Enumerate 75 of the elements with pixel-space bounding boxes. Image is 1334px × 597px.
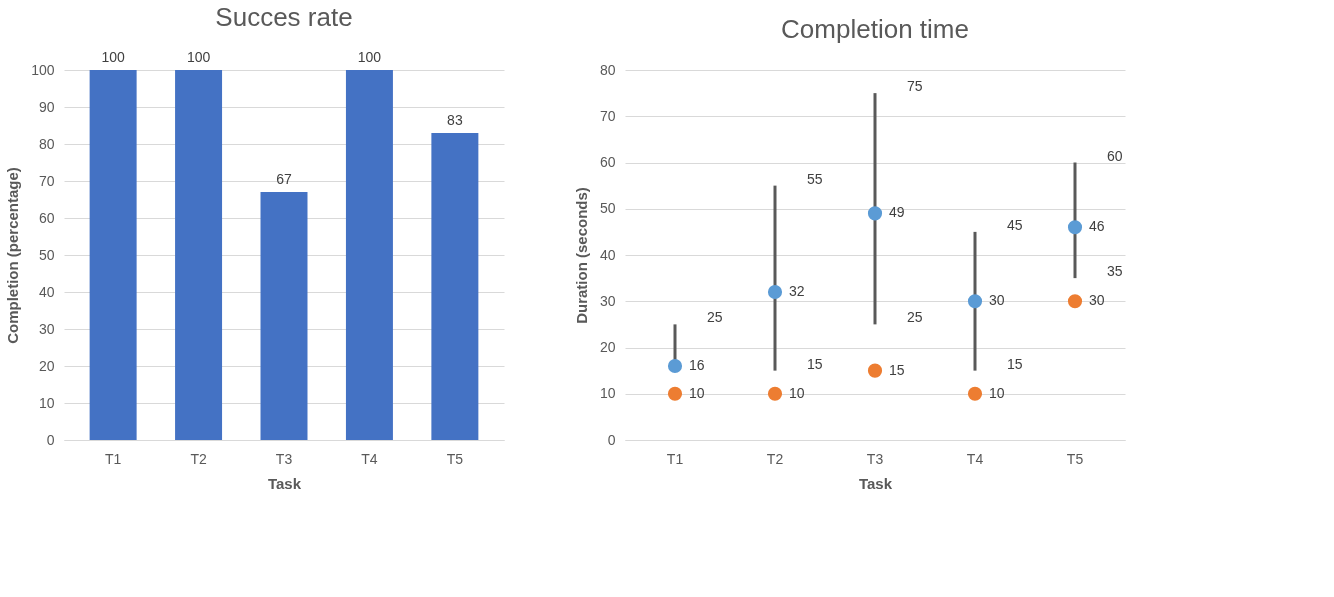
x-tick-label: T2 xyxy=(190,450,207,467)
bar xyxy=(345,70,393,440)
x-tick-label: T4 xyxy=(966,450,984,467)
point xyxy=(667,386,683,401)
data-label: 30 xyxy=(989,292,1005,309)
data-label: 10 xyxy=(789,384,805,401)
point xyxy=(867,206,883,221)
y-tick-label: 10 xyxy=(599,385,616,402)
annotation: 55 xyxy=(807,170,823,187)
y-tick-label: 70 xyxy=(599,107,616,124)
y-tick-label: 90 xyxy=(38,98,55,115)
y-tick-label: 80 xyxy=(38,135,55,152)
point xyxy=(1067,294,1083,309)
annotation: 25 xyxy=(707,309,723,326)
data-label: 100 xyxy=(101,49,126,65)
y-tick-label: 30 xyxy=(38,320,55,337)
y-tick-label: 20 xyxy=(38,357,55,374)
y-tick-label: 40 xyxy=(599,246,616,263)
data-label: 100 xyxy=(357,49,382,65)
y-tick-label: 50 xyxy=(599,200,616,217)
data-label: 83 xyxy=(447,111,463,128)
y-tick-label: 50 xyxy=(38,246,55,263)
point xyxy=(767,284,783,300)
y-axis-title: Completion (percentage) xyxy=(4,167,22,344)
x-tick-label: T3 xyxy=(866,450,884,467)
y-tick-label: 20 xyxy=(599,339,616,355)
chart-title: Succes rate xyxy=(215,2,353,32)
y-tick-label: 10 xyxy=(38,394,55,411)
bar xyxy=(260,192,308,440)
y-tick-label: 80 xyxy=(599,61,616,78)
chart-title: Completion time xyxy=(781,14,969,44)
data-label: 10 xyxy=(989,384,1005,401)
bar xyxy=(431,132,479,440)
point xyxy=(667,358,683,374)
annotation: 15 xyxy=(1007,355,1023,372)
annotation: 15 xyxy=(807,355,823,372)
y-tick-label: 60 xyxy=(599,154,616,170)
data-label: 100 xyxy=(186,49,211,65)
data-label: 10 xyxy=(689,384,705,401)
y-axis-title: Duration (seconds) xyxy=(572,187,590,324)
data-label: 49 xyxy=(889,204,905,221)
y-tick-label: 0 xyxy=(46,431,55,448)
data-label: 16 xyxy=(689,357,705,373)
x-tick-label: T1 xyxy=(104,450,122,467)
y-tick-label: 60 xyxy=(38,209,55,226)
y-tick-label: 30 xyxy=(599,292,616,309)
x-tick-label: T3 xyxy=(275,450,293,467)
x-axis-title: Task xyxy=(858,474,893,492)
data-label: 46 xyxy=(1089,218,1105,235)
annotation: 25 xyxy=(907,309,923,326)
x-axis-title: Task xyxy=(267,474,302,492)
point xyxy=(767,386,783,401)
x-tick-label: T4 xyxy=(361,450,378,467)
annotation: 75 xyxy=(907,78,923,95)
annotation: 60 xyxy=(1107,147,1123,164)
data-label: 30 xyxy=(1089,292,1105,309)
y-tick-label: 40 xyxy=(38,283,55,300)
x-tick-label: T5 xyxy=(446,450,464,467)
y-tick-label: 0 xyxy=(607,431,616,448)
y-tick-label: 100 xyxy=(31,61,55,78)
point xyxy=(967,386,983,401)
bar xyxy=(89,70,137,440)
point xyxy=(1067,220,1083,235)
annotation: 45 xyxy=(1007,216,1023,233)
x-tick-label: T5 xyxy=(1066,450,1084,467)
x-tick-label: T1 xyxy=(666,450,684,467)
annotation: 35 xyxy=(1107,263,1123,280)
bar xyxy=(175,70,223,440)
y-tick-label: 70 xyxy=(38,172,55,189)
data-label: 15 xyxy=(889,361,905,378)
data-label: 32 xyxy=(789,283,805,299)
point xyxy=(967,294,983,309)
x-tick-label: T2 xyxy=(766,450,784,467)
point xyxy=(867,363,883,378)
data-label: 67 xyxy=(276,171,292,188)
